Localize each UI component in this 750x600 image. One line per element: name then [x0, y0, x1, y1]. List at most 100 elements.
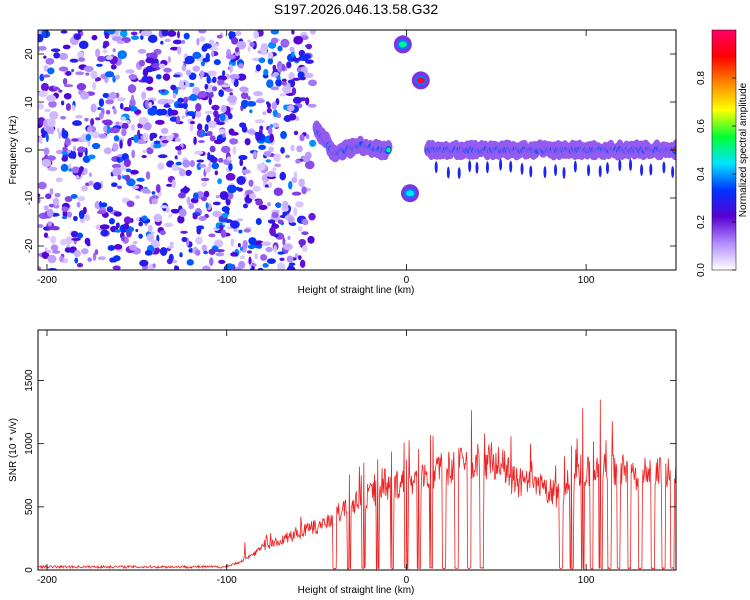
heatmap-noise-cell: [71, 150, 77, 160]
heatmap-noise-cell: [171, 179, 176, 189]
heatmap-noise-cell: [50, 226, 60, 231]
heatmap-noise-cell: [177, 97, 184, 103]
heatmap-noise-cell: [207, 120, 218, 129]
heatmap-noise-cell: [268, 146, 275, 153]
heatmap-noise-cell: [276, 203, 282, 209]
heatmap-noise-cell: [266, 171, 277, 178]
heatmap-noise-cell: [252, 185, 261, 192]
heatmap-noise-cell: [65, 71, 72, 76]
heatmap-noise-cell: [293, 35, 304, 45]
heatmap-noise-cell: [155, 74, 162, 80]
heatmap-noise-cell: [288, 71, 295, 81]
heatmap-noise-cell: [60, 163, 69, 172]
heatmap-noise-cell: [71, 237, 81, 241]
heatmap-noise-cell: [183, 32, 190, 40]
heatmap-noise-cell: [218, 224, 224, 232]
heatmap-noise-cell: [164, 38, 171, 43]
heatmap-noise-cell: [47, 267, 57, 270]
heatmap-noise-cell: [106, 206, 114, 213]
heatmap-noise-cell: [88, 172, 92, 178]
heatmap-noise-cell: [150, 195, 159, 200]
heatmap-noise-cell: [216, 121, 225, 126]
heatmap-noise-cell: [188, 248, 194, 253]
heatmap-noise-cell: [119, 102, 124, 110]
heatmap-noise-cell: [201, 196, 208, 202]
heatmap-noise-cell: [136, 177, 145, 182]
heatmap-noise-cell: [297, 226, 303, 232]
heatmap-noise-cell: [261, 241, 272, 247]
x-bottom-tick-label: 0: [404, 575, 410, 586]
heatmap-noise-cell: [271, 101, 278, 110]
y-bottom-tick-label: 0: [24, 567, 35, 573]
heatmap-noise-cell: [204, 123, 209, 132]
heatmap-noise-cell: [238, 229, 243, 234]
heatmap-noise-cell: [198, 216, 207, 222]
heatmap-noise-cell: [170, 109, 179, 116]
heatmap-noise-cell: [200, 177, 210, 182]
heatmap-noise-cell: [291, 177, 298, 183]
heatmap-noise-cell: [298, 178, 305, 188]
x-bottom-tick-label: 100: [578, 575, 595, 586]
heatmap-noise-cell: [227, 113, 233, 120]
heatmap-noise-cell: [146, 147, 154, 155]
heatmap-noise-cell: [290, 144, 295, 152]
heatmap-noise-cell: [120, 116, 127, 121]
heatmap-noise-cell: [272, 109, 278, 118]
heatmap-striation: [605, 162, 609, 175]
heatmap-striation: [520, 162, 524, 175]
heatmap-noise-cell: [130, 169, 139, 175]
heatmap-noise-cell: [202, 265, 211, 270]
heatmap-noise-cell: [289, 46, 295, 53]
heatmap-noise-cell: [92, 252, 97, 261]
heatmap-noise-cell: [289, 222, 297, 227]
heatmap-noise-cell: [159, 204, 168, 209]
heatmap-noise-cell: [147, 34, 158, 43]
heatmap-noise-cell: [159, 230, 166, 236]
heatmap-noise-cell: [287, 79, 295, 84]
heatmap-noise-cell: [43, 205, 49, 211]
heatmap-noise-cell: [50, 48, 61, 52]
heatmap-noise-cell: [254, 253, 258, 260]
heatmap-noise-cell: [268, 181, 273, 188]
heatmap-noise-cell: [112, 142, 119, 152]
heatmap-noise-cell: [255, 218, 262, 226]
heatmap-noise-cell: [172, 39, 183, 45]
heatmap-noise-cell: [247, 244, 256, 250]
heatmap-noise-cell: [230, 59, 237, 63]
heatmap-noise-cell: [186, 259, 194, 266]
y-axis-label-bottom: SNR (10 * v/v): [8, 418, 19, 482]
heatmap-noise-cell: [141, 154, 147, 159]
heatmap-noise-cell: [170, 133, 175, 139]
heatmap-noise-cell: [112, 36, 122, 42]
heatmap-noise-cell: [188, 72, 197, 80]
heatmap-noise-cell: [181, 236, 188, 242]
y-bottom-tick-label: 1000: [24, 432, 35, 455]
heatmap-noise-cell: [216, 79, 225, 86]
heatmap-noise-cell: [282, 237, 286, 246]
heatmap-noise-cell: [196, 162, 202, 171]
heatmap-noise-cell: [265, 159, 272, 163]
heatmap-noise-cell: [225, 263, 234, 270]
heatmap-noise-cell: [54, 192, 61, 198]
heatmap-noise-cell: [299, 134, 305, 142]
heatmap-noise-cell: [185, 81, 190, 88]
heatmap-noise-cell: [81, 185, 88, 192]
heatmap-noise-cell: [252, 151, 257, 158]
heatmap-noise-cell: [297, 71, 305, 79]
heatmap-noise-cell: [178, 168, 186, 177]
heatmap-noise-cell: [72, 104, 76, 112]
heatmap-noise-cell: [272, 167, 277, 172]
heatmap-noise-cell: [127, 138, 132, 147]
heatmap-noise-cell: [201, 244, 208, 252]
heatmap-noise-cell: [170, 84, 177, 91]
heatmap-striation: [587, 164, 591, 177]
heatmap-noise-cell: [145, 57, 155, 64]
heatmap-noise-cell: [147, 224, 153, 233]
heatmap-noise-cell: [215, 194, 220, 199]
heatmap-noise-cell: [283, 243, 293, 251]
heatmap-noise-cell: [206, 131, 213, 137]
heatmap-noise-cell: [207, 70, 217, 77]
heatmap-noise-cell: [38, 90, 48, 97]
heatmap-noise-cell: [192, 65, 201, 72]
heatmap-noise-cell: [301, 231, 309, 236]
